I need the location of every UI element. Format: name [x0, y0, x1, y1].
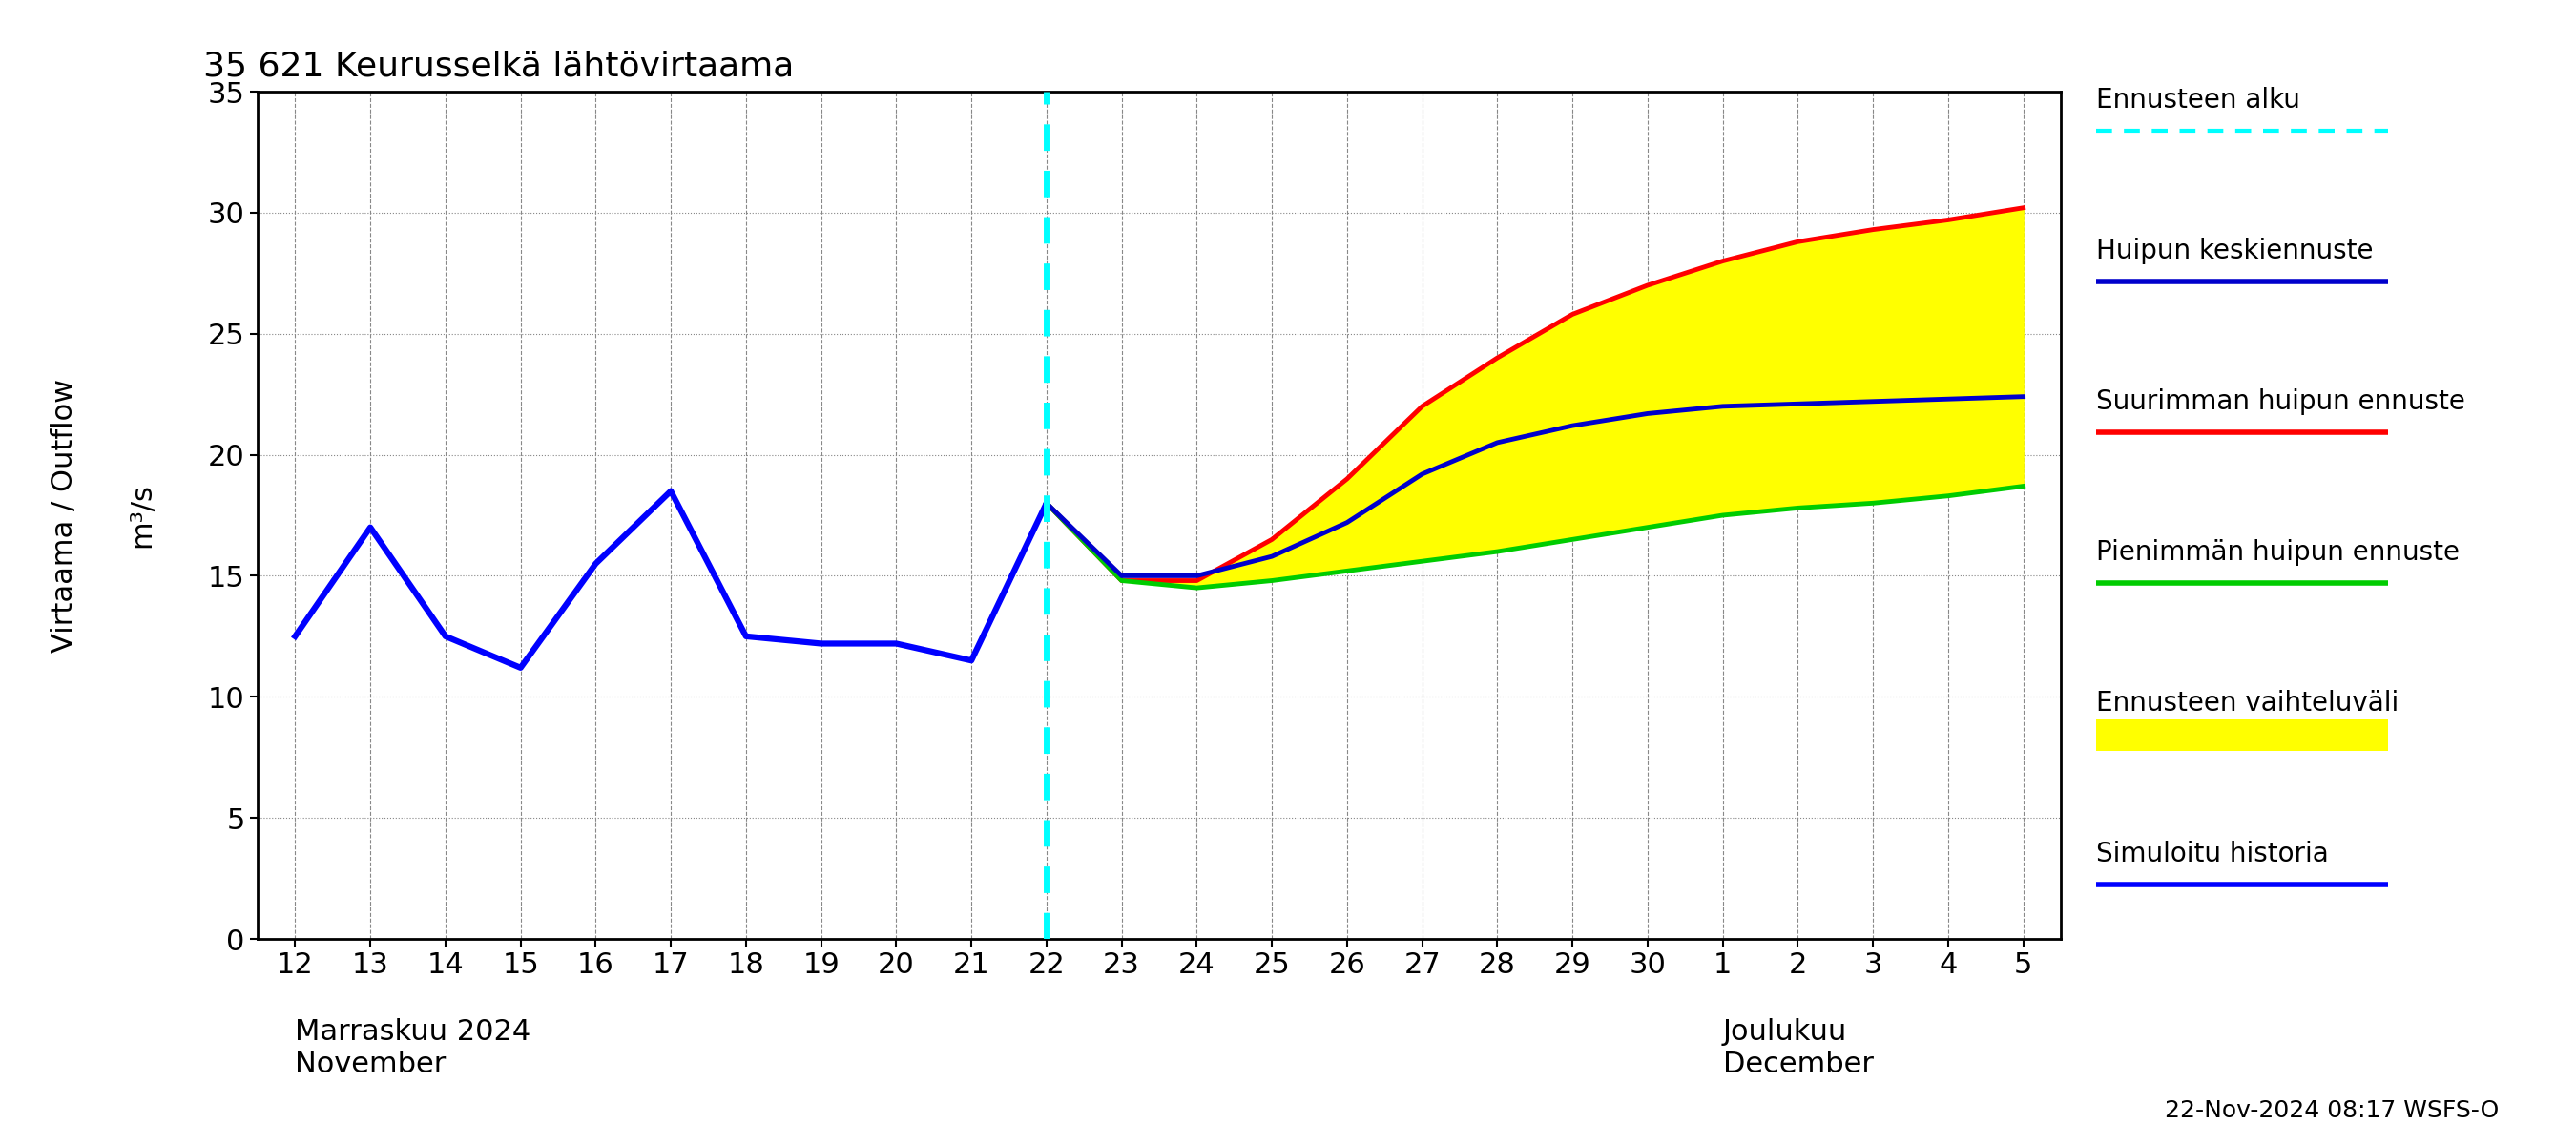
- Text: Suurimman huipun ennuste: Suurimman huipun ennuste: [2097, 388, 2465, 414]
- Text: Virtaama / Outflow: Virtaama / Outflow: [52, 378, 77, 653]
- Text: Ennusteen alku: Ennusteen alku: [2097, 86, 2300, 113]
- Text: Marraskuu 2024
November: Marraskuu 2024 November: [296, 1018, 531, 1079]
- Text: m³/s: m³/s: [129, 483, 155, 547]
- Text: Pienimmän huipun ennuste: Pienimmän huipun ennuste: [2097, 539, 2460, 566]
- Text: 35 621 Keurusselkä lähtövirtaama: 35 621 Keurusselkä lähtövirtaama: [204, 50, 793, 82]
- Text: Simuloitu historia: Simuloitu historia: [2097, 840, 2329, 868]
- Text: 22-Nov-2024 08:17 WSFS-O: 22-Nov-2024 08:17 WSFS-O: [2164, 1099, 2499, 1122]
- FancyBboxPatch shape: [2097, 719, 2388, 751]
- Text: Huipun keskiennuste: Huipun keskiennuste: [2097, 237, 2372, 264]
- Text: Ennusteen vaihteluväli: Ennusteen vaihteluväli: [2097, 689, 2398, 717]
- Text: Joulukuu
December: Joulukuu December: [1723, 1018, 1873, 1079]
